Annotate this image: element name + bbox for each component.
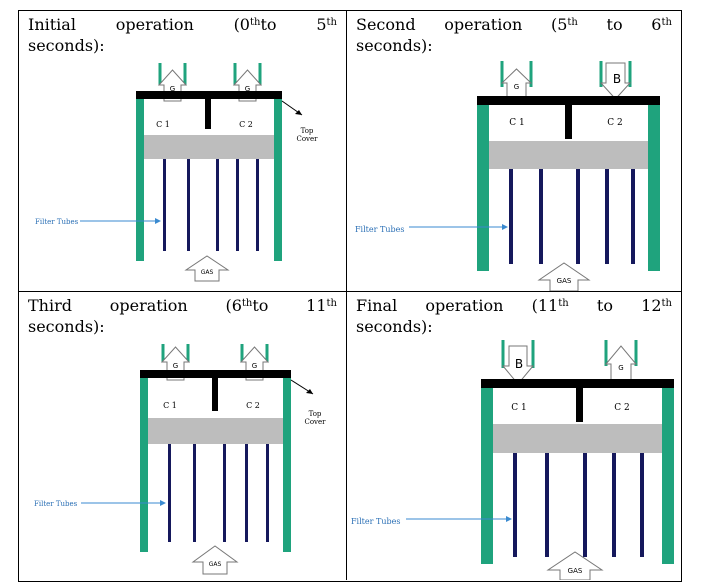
heading-word: Initial <box>28 15 76 34</box>
heading-line2: seconds): <box>28 317 105 336</box>
panel-heading: Third operation (6thto 11th seconds): <box>28 295 337 337</box>
filter-tubes-label: Filter Tubes <box>35 218 79 226</box>
right-valve-arrow: G <box>604 340 638 383</box>
left-valve-arrow: B <box>501 340 535 385</box>
top-cover-label: Top Cover <box>296 127 318 143</box>
left-wall <box>477 96 489 271</box>
heading-time-start: (5th <box>550 15 578 34</box>
panel-heading: Final operation (11th to 12th seconds): <box>356 295 672 337</box>
plenum <box>144 135 274 159</box>
chamber-c1-label: C 1 <box>509 118 524 128</box>
chamber-c2-label: C 2 <box>614 403 629 413</box>
chamber-c1-label: C 1 <box>156 120 170 129</box>
valve-state-label: G <box>245 85 250 93</box>
heading-time-start: (0thto <box>233 15 277 34</box>
filter-diagram: G B C 1 C 2 Filter Tubes <box>355 61 660 291</box>
valve-state-label: G <box>170 85 175 93</box>
panel-heading: Second operation (5th to 6th seconds): <box>356 14 672 56</box>
gas-label: GAS <box>568 567 583 575</box>
left-wall <box>140 370 148 552</box>
filter-diagram: G G C 1 C 2 <box>35 63 318 282</box>
heading-time-end: 11th <box>306 296 337 315</box>
panel-initial-operation: Initial operation (0thto 5th seconds): G… <box>19 11 347 292</box>
operation-table: Initial operation (0thto 5th seconds): G… <box>18 10 682 582</box>
top-cover <box>477 96 660 105</box>
right-wall <box>662 379 674 564</box>
valve-state-label: G <box>514 83 519 91</box>
right-wall <box>283 370 291 552</box>
heading-time-end: 5th <box>316 15 337 34</box>
heading-time-start: (11th <box>531 296 569 315</box>
valve-state-label: G <box>173 362 178 370</box>
heading-word: operation <box>425 296 504 315</box>
heading-line2: seconds): <box>356 317 433 336</box>
panel-heading: Initial operation (0thto 5th seconds): <box>28 14 337 56</box>
filter-tubes-label: Filter Tubes <box>351 517 400 526</box>
filter-tubes <box>163 159 259 251</box>
heading-word: operation <box>115 15 194 34</box>
chamber-c1-label: C 1 <box>511 403 526 413</box>
top-cover <box>481 379 674 388</box>
gas-inlet-arrow <box>537 262 591 291</box>
panel-final-operation: Final operation (11th to 12th seconds): … <box>347 292 681 580</box>
heading-word: Final <box>356 296 398 315</box>
filter-tubes-label: Filter Tubes <box>355 225 404 234</box>
heading-word: operation <box>444 15 523 34</box>
chamber-c2-label: C 2 <box>239 120 253 129</box>
left-wall <box>481 379 493 564</box>
right-valve-arrow: B <box>599 61 632 100</box>
chamber-c1-label: C 1 <box>163 401 177 410</box>
plenum <box>493 424 662 453</box>
filter-tubes <box>513 453 644 557</box>
heading-word: operation <box>109 296 188 315</box>
valve-state-label: G <box>252 362 257 370</box>
divider-wall <box>576 388 583 422</box>
heading-word: Third <box>28 296 72 315</box>
right-wall <box>648 96 660 271</box>
top-cover <box>140 370 291 378</box>
gas-label: GAS <box>209 561 222 568</box>
valve-state-label: B <box>515 357 523 371</box>
heading-word: Second <box>356 15 416 34</box>
divider-wall <box>212 378 218 411</box>
heading-word: to <box>606 15 623 34</box>
filter-tubes <box>509 169 635 264</box>
chamber-c2-label: C 2 <box>246 401 260 410</box>
chamber-c2-label: C 2 <box>607 118 622 128</box>
divider-wall <box>205 99 211 129</box>
gas-label: GAS <box>201 269 214 276</box>
right-wall <box>274 91 282 261</box>
heading-line2: seconds): <box>356 36 433 55</box>
panel-second-operation: Second operation (5th to 6th seconds): G… <box>347 11 681 292</box>
valve-state-label: B <box>613 72 621 86</box>
filter-diagram: B G C 1 C 2 Filter Tubes <box>351 340 674 580</box>
heading-time-end: 6th <box>651 15 672 34</box>
filter-tubes-label: Filter Tubes <box>34 500 78 508</box>
gas-inlet-arrow <box>191 545 239 575</box>
plenum <box>148 418 283 444</box>
divider-wall <box>565 105 572 139</box>
left-wall <box>136 91 144 261</box>
filter-tubes <box>168 444 269 542</box>
filter-diagram: G G C 1 C 2 Top Cov <box>34 344 326 575</box>
heading-time-start: (6thto <box>225 296 269 315</box>
plenum <box>489 141 648 169</box>
heading-word: to <box>596 296 613 315</box>
top-cover-label: Top Cover <box>304 410 326 426</box>
heading-time-end: 12th <box>641 296 672 315</box>
gas-label: GAS <box>557 277 572 285</box>
panel-third-operation: Third operation (6thto 11th seconds): G … <box>19 292 347 580</box>
gas-inlet-arrow <box>546 551 604 580</box>
valve-state-label: G <box>618 364 623 372</box>
left-valve-arrow: G <box>500 61 533 100</box>
heading-line2: seconds): <box>28 36 105 55</box>
top-cover <box>136 91 282 99</box>
gas-inlet-arrow <box>184 255 230 282</box>
